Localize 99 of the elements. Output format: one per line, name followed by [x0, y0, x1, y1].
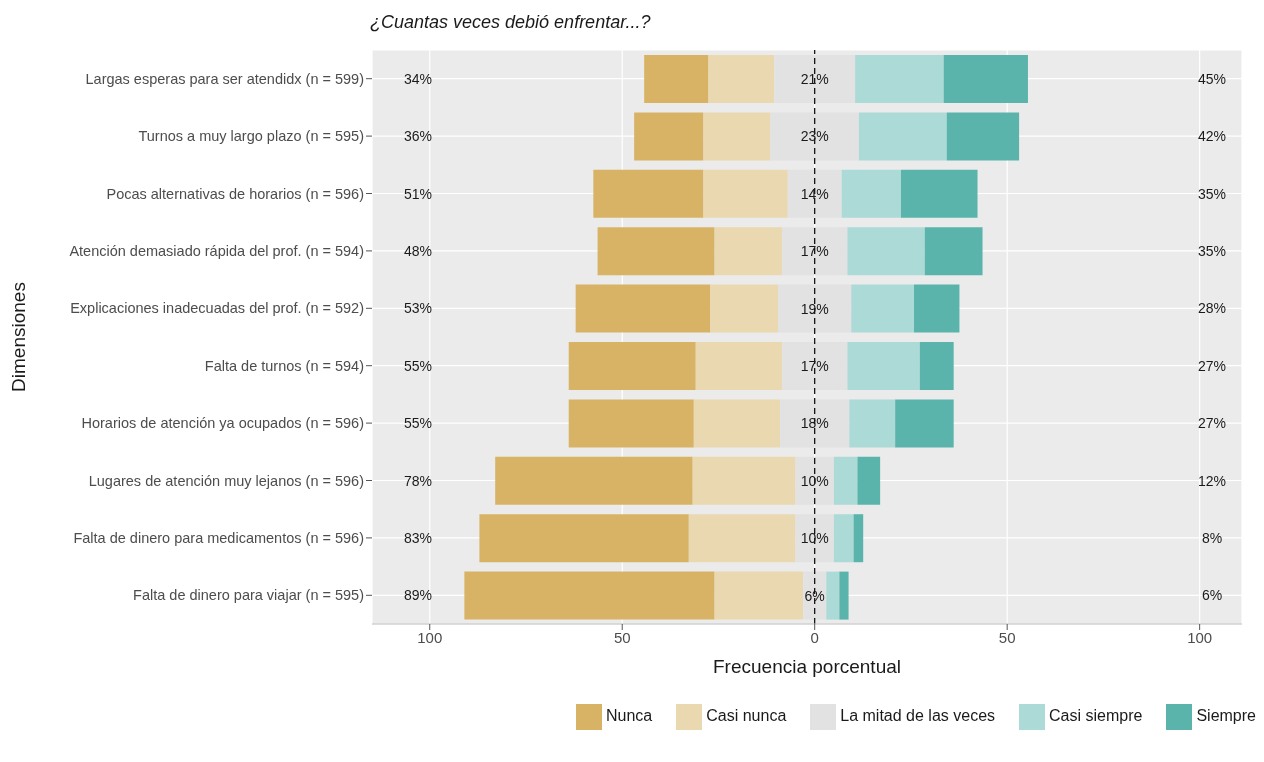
annotation: 45% — [1197, 70, 1227, 87]
bar — [780, 399, 850, 448]
annotation: 8% — [1201, 529, 1223, 546]
data-label: 17% — [800, 243, 829, 260]
annotation: 48% — [403, 242, 433, 259]
y-tick-label: Largas esperas para ser atendidx (n = 599) — [85, 70, 364, 87]
bar — [853, 514, 864, 563]
annotation: 35% — [1197, 242, 1227, 259]
bar — [946, 112, 1020, 161]
bar — [644, 55, 709, 103]
annotation: 6% — [1201, 587, 1223, 604]
y-tick-label: Falta de dinero para viajar (n = 595) — [133, 587, 364, 604]
bar — [770, 112, 859, 161]
annotation: 89% — [403, 587, 433, 604]
bar — [464, 571, 715, 620]
y-tick-label: Falta de dinero para medicamentos (n = 596) — [73, 530, 364, 547]
annotation: 12% — [1197, 472, 1227, 489]
bar — [900, 169, 978, 218]
x-tick-label: 0 — [810, 628, 819, 646]
bar — [847, 227, 925, 276]
annotation: 78% — [403, 472, 433, 489]
bar — [688, 514, 796, 563]
x-tick-label: 100 — [1187, 628, 1213, 646]
data-label: 17% — [800, 357, 829, 374]
bar — [695, 342, 782, 390]
y-axis-title: Dimensiones — [7, 282, 29, 392]
bar — [479, 514, 689, 563]
bar — [778, 284, 852, 333]
bar — [833, 456, 858, 505]
bar — [714, 571, 804, 620]
annotation: 27% — [1197, 415, 1227, 432]
annotation: 53% — [403, 300, 433, 317]
bar — [692, 456, 796, 505]
bar — [847, 342, 920, 390]
bar — [857, 456, 881, 505]
bar — [568, 342, 696, 390]
bar — [839, 571, 849, 620]
annotation: 83% — [403, 529, 433, 546]
annotation: 55% — [403, 357, 433, 374]
bar — [841, 169, 901, 218]
bar — [703, 112, 771, 161]
bar — [714, 227, 782, 276]
bar — [634, 112, 704, 161]
annotation: 34% — [403, 70, 433, 87]
y-tick-label: Pocas alternativas de horarios (n = 596) — [106, 185, 364, 202]
bar — [919, 342, 954, 390]
bar — [568, 399, 694, 448]
bar — [787, 169, 842, 218]
annotation: 35% — [1197, 185, 1227, 202]
data-label: 6% — [804, 587, 825, 604]
annotation: 51% — [403, 185, 433, 202]
bar — [703, 169, 788, 218]
bar — [849, 399, 896, 448]
y-tick-label: Falta de turnos (n = 594) — [204, 357, 364, 374]
y-tick-label: Turnos a muy largo plazo (n = 595) — [138, 128, 364, 145]
bar — [593, 169, 704, 218]
annotation: 42% — [1197, 128, 1227, 145]
bar — [943, 55, 1028, 103]
data-label: 21% — [800, 70, 829, 87]
bar — [781, 342, 848, 390]
annotation: 27% — [1197, 357, 1227, 374]
bar — [858, 112, 947, 161]
legend-label: Casi nunca — [706, 707, 787, 725]
bar — [781, 227, 848, 276]
bar — [855, 55, 944, 103]
bar — [826, 571, 840, 620]
data-label: 10% — [800, 530, 829, 547]
bar — [914, 284, 960, 333]
annotation: 55% — [403, 415, 433, 432]
legend-label: Siempre — [1196, 707, 1256, 725]
bar — [495, 456, 693, 505]
y-tick-label: Explicaciones inadecuadas del prof. (n = 592) — [70, 300, 364, 317]
bar — [924, 227, 983, 276]
bar — [774, 55, 856, 103]
annotation: 28% — [1197, 300, 1227, 317]
annotation: 36% — [403, 128, 433, 145]
chart-title: ¿Cuantas veces debió enfrentar...? — [370, 12, 651, 33]
data-label: 23% — [800, 128, 829, 145]
legend-label: Casi siempre — [1049, 707, 1143, 725]
bar — [895, 399, 954, 448]
bar — [710, 284, 779, 333]
x-tick-label: 100 — [417, 628, 443, 646]
x-axis-title: Frecuencia porcentual — [713, 656, 901, 678]
x-tick-label: 50 — [613, 628, 631, 646]
bar — [851, 284, 915, 333]
bar — [597, 227, 715, 276]
bar — [795, 456, 834, 505]
x-tick-label: 50 — [998, 628, 1016, 646]
y-tick-label: Horarios de atención ya ocupados (n = 596) — [81, 415, 364, 432]
y-tick-label: Atención demasiado rápida del prof. (n = 594) — [69, 243, 364, 260]
bar — [833, 514, 854, 563]
y-tick-label: Lugares de atención muy lejanos (n = 596) — [88, 472, 364, 489]
bar — [693, 399, 781, 448]
bar — [795, 514, 834, 563]
bar — [708, 55, 775, 103]
bar — [575, 284, 711, 333]
legend-label: Nunca — [606, 707, 653, 725]
data-label: 18% — [800, 415, 829, 432]
legend-label: La mitad de las veces — [840, 707, 996, 725]
